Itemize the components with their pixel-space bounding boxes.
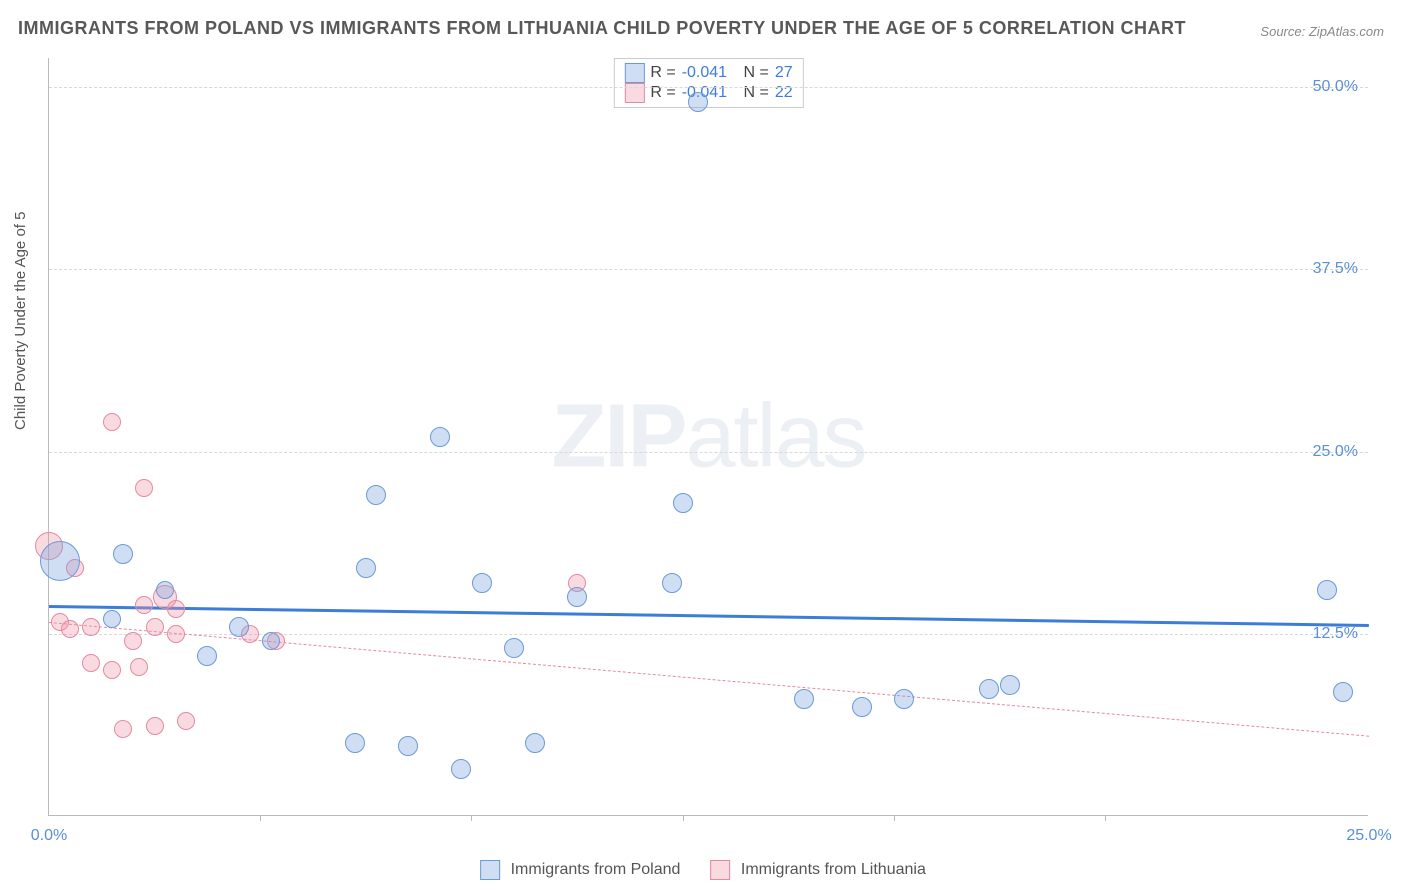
data-point-poland	[688, 92, 708, 112]
legend-label-lithuania: Immigrants from Lithuania	[741, 861, 926, 878]
y-tick-label: 25.0%	[1313, 443, 1358, 461]
x-tick-label: 0.0%	[31, 827, 67, 845]
data-point-lithuania	[135, 479, 153, 497]
watermark-light: atlas	[685, 386, 865, 486]
data-point-lithuania	[167, 625, 185, 643]
data-point-lithuania	[177, 712, 195, 730]
source-attribution: Source: ZipAtlas.com	[1260, 24, 1384, 39]
data-point-poland	[113, 544, 133, 564]
data-point-lithuania	[114, 720, 132, 738]
data-point-poland	[504, 638, 524, 658]
x-tick-minor	[471, 815, 472, 821]
data-point-poland	[103, 610, 121, 628]
legend-swatch-poland	[624, 63, 644, 83]
data-point-lithuania	[103, 413, 121, 431]
legend-row-2: R = -0.041 N = 22	[624, 83, 792, 103]
data-point-poland	[852, 697, 872, 717]
data-point-poland	[979, 679, 999, 699]
data-point-poland	[894, 689, 914, 709]
legend-row-1: R = -0.041 N = 27	[624, 63, 792, 83]
source-value: ZipAtlas.com	[1309, 24, 1384, 39]
legend-item-lithuania: Immigrants from Lithuania	[710, 860, 925, 880]
data-point-poland	[40, 541, 80, 581]
data-point-poland	[156, 581, 174, 599]
data-point-poland	[366, 485, 386, 505]
data-point-poland	[229, 617, 249, 637]
data-point-poland	[197, 646, 217, 666]
x-tick-label: 25.0%	[1346, 827, 1391, 845]
data-point-poland	[1333, 682, 1353, 702]
y-tick-label: 37.5%	[1313, 260, 1358, 278]
data-point-poland	[567, 587, 587, 607]
data-point-poland	[1000, 675, 1020, 695]
x-tick-minor	[260, 815, 261, 821]
data-point-poland	[472, 573, 492, 593]
gridline	[49, 269, 1368, 270]
data-point-poland	[673, 493, 693, 513]
x-tick-minor	[683, 815, 684, 821]
watermark: ZIPatlas	[551, 385, 865, 488]
legend-item-poland: Immigrants from Poland	[480, 860, 680, 880]
data-point-poland	[794, 689, 814, 709]
data-point-poland	[451, 759, 471, 779]
legend-bottom: Immigrants from Poland Immigrants from L…	[480, 860, 926, 880]
data-point-lithuania	[135, 596, 153, 614]
y-tick-label: 50.0%	[1313, 78, 1358, 96]
x-tick-minor	[894, 815, 895, 821]
data-point-poland	[345, 733, 365, 753]
n-value-1: 27	[775, 64, 793, 82]
plot-area: ZIPatlas R = -0.041 N = 27 R = -0.041 N …	[48, 58, 1368, 816]
data-point-lithuania	[82, 618, 100, 636]
y-tick-label: 12.5%	[1313, 625, 1358, 643]
data-point-poland	[662, 573, 682, 593]
legend-swatch-lithuania	[624, 83, 644, 103]
data-point-poland	[430, 427, 450, 447]
data-point-lithuania	[103, 661, 121, 679]
gridline	[49, 87, 1368, 88]
data-point-lithuania	[82, 654, 100, 672]
y-axis-label: Child Poverty Under the Age of 5	[12, 212, 29, 430]
data-point-lithuania	[167, 600, 185, 618]
watermark-bold: ZIP	[551, 386, 685, 486]
data-point-lithuania	[61, 620, 79, 638]
legend-label-poland: Immigrants from Poland	[511, 861, 681, 878]
data-point-lithuania	[130, 658, 148, 676]
data-point-lithuania	[146, 717, 164, 735]
gridline	[49, 452, 1368, 453]
chart-title: IMMIGRANTS FROM POLAND VS IMMIGRANTS FRO…	[18, 18, 1186, 39]
legend-correlation: R = -0.041 N = 27 R = -0.041 N = 22	[613, 58, 803, 108]
n-label-1: N =	[744, 64, 769, 82]
data-point-poland	[1317, 580, 1337, 600]
data-point-lithuania	[146, 618, 164, 636]
data-point-poland	[525, 733, 545, 753]
data-point-poland	[356, 558, 376, 578]
x-tick-minor	[1105, 815, 1106, 821]
legend-swatch-lithuania-icon	[710, 860, 730, 880]
r-value-1: -0.041	[682, 64, 727, 82]
data-point-poland	[262, 632, 280, 650]
r-label-1: R =	[650, 64, 675, 82]
legend-swatch-poland-icon	[480, 860, 500, 880]
data-point-lithuania	[124, 632, 142, 650]
source-label: Source:	[1260, 24, 1305, 39]
data-point-poland	[398, 736, 418, 756]
